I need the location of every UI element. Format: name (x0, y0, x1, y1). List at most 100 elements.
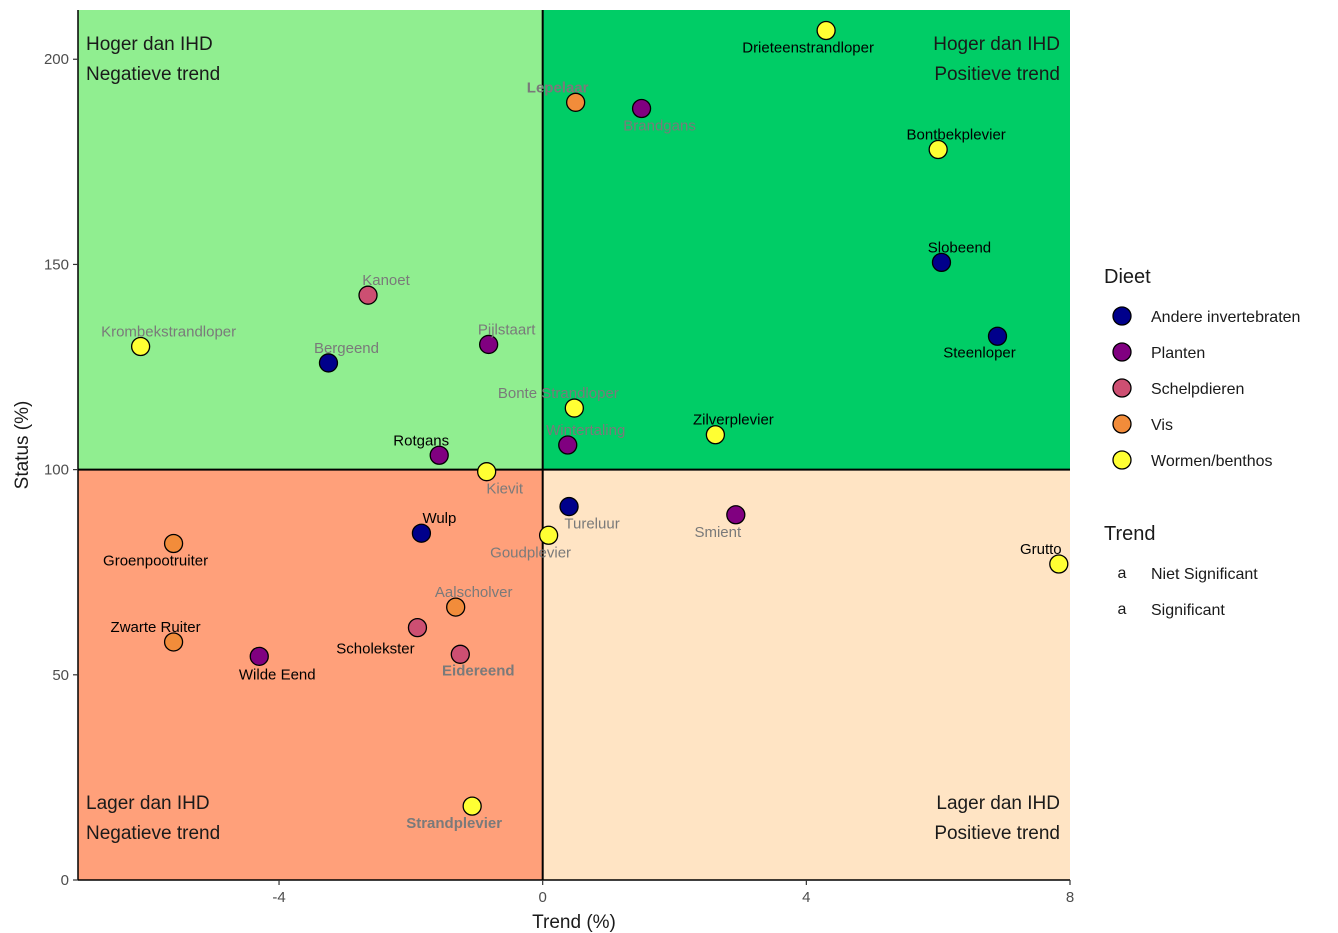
quadrant-label-bottom-left-line2: Negatieve trend (86, 823, 220, 844)
legend: Dieet Andere invertebraten Planten Schelpdi… (1104, 266, 1300, 619)
y-axis-title: Status (%) (12, 401, 33, 490)
quadrant-label-top-right-line1: Hoger dan IHD (933, 34, 1060, 55)
y-tick-label: 150 (44, 256, 69, 273)
label-pijlstaart: Pijlstaart (478, 321, 536, 338)
label-drieteenstrandloper: Drieteenstrandloper (742, 40, 874, 57)
label-slobeend: Slobeend (928, 239, 991, 256)
y-tick-label: 200 (44, 51, 69, 68)
legend-key-vis (1112, 414, 1132, 434)
legend-title-dieet: Dieet (1104, 266, 1151, 288)
point-aalscholver (446, 597, 466, 617)
legend-label-significant: Significant (1151, 602, 1225, 619)
label-wintertaling: Wintertaling (546, 422, 625, 439)
label-eidereend: Eidereend (442, 662, 515, 679)
y-tick-label: 100 (44, 462, 69, 479)
legend-label-schelpdieren: Schelpdieren (1151, 381, 1244, 398)
x-tick-label: 0 (539, 889, 547, 906)
point-bergeend (318, 353, 339, 373)
legend-title-trend: Trend (1104, 523, 1156, 545)
quadrant-label-top-left-line2: Negatieve trend (86, 64, 220, 85)
quadrant-label-bottom-left-line1: Lager dan IHD (86, 793, 210, 814)
data-points (130, 20, 1069, 816)
x-tick-label: 8 (1066, 889, 1074, 906)
label-scholekster: Scholekster (336, 641, 414, 658)
point-wulp (411, 523, 432, 543)
point-pijlstaart (478, 334, 499, 355)
legend-key-significant: a (1118, 601, 1127, 618)
legend-key-schelpdieren (1112, 378, 1132, 398)
point-brandgans (631, 98, 652, 119)
quadrant-label-top-left-line1: Hoger dan IHD (86, 34, 213, 55)
point-zwarte-ruiter (163, 632, 184, 652)
legend-key-planten (1112, 342, 1132, 362)
point-lepelaar (565, 92, 586, 112)
legend-key-niet-significant: a (1118, 565, 1127, 582)
point-wilde-eend (249, 646, 269, 666)
quadrant-labels: Hoger dan IHD Negatieve trend Hoger dan IH… (86, 34, 1060, 844)
point-grutto (1049, 554, 1069, 574)
point-eidereend (450, 644, 470, 664)
point-groenpootruiter (163, 533, 184, 554)
label-grutto: Grutto (1020, 541, 1062, 558)
quadrant-label-top-right-line2: Positieve trend (934, 64, 1060, 85)
point-smient (726, 505, 746, 525)
legend-key-wormen-benthos (1112, 450, 1132, 470)
quadrant-label-bottom-right-line1: Lager dan IHD (936, 793, 1060, 814)
point-drieteenstrandloper (816, 20, 836, 41)
point-steenloper (987, 326, 1008, 346)
label-wulp: Wulp (422, 510, 456, 527)
point-labels: Drieteenstrandloper Lepelaar Brandgans Bont… (101, 40, 1062, 833)
label-steenloper: Steenloper (943, 344, 1016, 361)
legend-label-niet-significant: Niet Significant (1151, 566, 1258, 583)
quadrant-top-left (78, 10, 543, 470)
point-krombekstrandloper (130, 336, 151, 357)
point-goudplevier (538, 525, 559, 545)
label-strandplevier: Strandplevier (406, 815, 502, 832)
point-kievit (477, 462, 497, 482)
point-kanoet (358, 285, 378, 305)
label-rotgans: Rotgans (393, 432, 449, 449)
point-scholekster (407, 617, 428, 638)
legend-key-andere-invertebraten (1112, 306, 1132, 326)
x-tick-label: 4 (802, 889, 810, 906)
label-bonte-strandloper: Bonte Strandloper (498, 385, 619, 402)
point-bontbekplevier (928, 139, 948, 160)
quadrant-top-right (542, 10, 1070, 470)
label-kievit: Kievit (486, 481, 524, 498)
legend-label-vis: Vis (1151, 417, 1173, 434)
quadrant-label-bottom-right-line2: Positieve trend (934, 823, 1060, 844)
legend-label-andere-invertebraten: Andere invertebraten (1151, 309, 1300, 326)
legend-label-wormen-benthos: Wormen/benthos (1151, 453, 1273, 470)
axes: -4 0 4 8 0 50 100 150 200 Trend (%) Status (%) (12, 10, 1074, 933)
label-tureluur: Tureluur (564, 516, 619, 533)
point-zilverplevier (705, 425, 726, 445)
x-tick-label: -4 (272, 889, 285, 906)
quadrant-bottom-right (542, 469, 1070, 880)
label-smient: Smient (694, 524, 742, 541)
label-bontbekplevier: Bontbekplevier (907, 127, 1006, 144)
label-krombekstrandloper: Krombekstrandloper (101, 324, 236, 341)
point-rotgans (429, 445, 449, 465)
label-zilverplevier: Zilverplevier (693, 412, 774, 429)
y-tick-label: 0 (61, 872, 69, 889)
point-strandplevier (462, 796, 482, 816)
label-brandgans: Brandgans (623, 117, 696, 134)
label-wilde-eend: Wilde Eend (239, 666, 316, 683)
label-kanoet: Kanoet (362, 272, 410, 289)
label-zwarte-ruiter: Zwarte Ruiter (111, 619, 201, 636)
point-slobeend (931, 252, 952, 273)
y-tick-label: 50 (52, 667, 69, 684)
x-axis-title: Trend (%) (532, 912, 616, 933)
label-groenpootruiter: Groenpootruiter (103, 552, 208, 569)
label-bergeend: Bergeend (314, 340, 379, 357)
label-lepelaar: Lepelaar (527, 79, 589, 96)
point-bonte-strandloper (564, 398, 584, 418)
quadrant-backgrounds (78, 10, 1070, 880)
point-wintertaling (558, 435, 578, 455)
label-goudplevier: Goudplevier (490, 544, 571, 561)
reference-lines (78, 10, 1070, 880)
point-tureluur (559, 496, 579, 517)
legend-label-planten: Planten (1151, 345, 1205, 362)
label-aalscholver: Aalscholver (435, 584, 513, 601)
